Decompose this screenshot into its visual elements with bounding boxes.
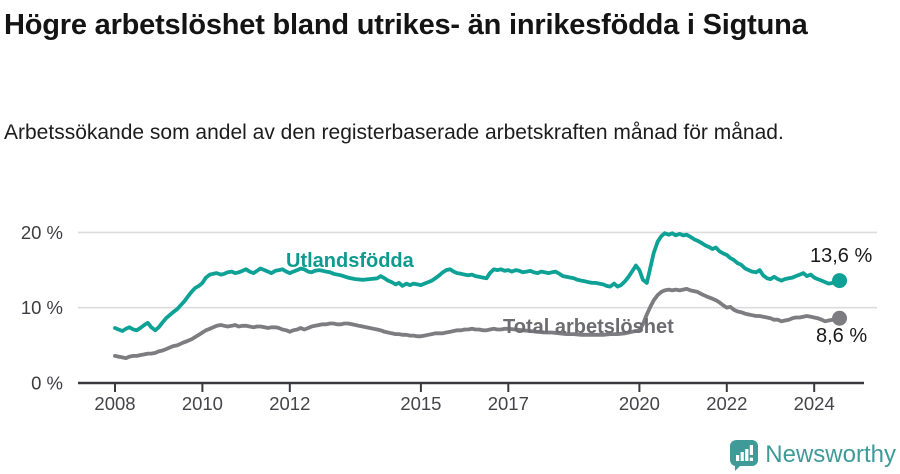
x-tick-label: 2012 [269, 393, 310, 414]
end-value-total-arbetsloshet: 8,6 % [816, 325, 868, 347]
series-end-dot-utlandsfodda [832, 273, 848, 289]
x-tick-label: 2022 [706, 393, 747, 414]
series-path-utlandsfodda [113, 231, 842, 333]
newsworthy-wordmark: Newsworthy [765, 441, 896, 468]
series-label-utlandsfodda: Utlandsfödda [286, 250, 414, 272]
y-tick-label: 0 % [31, 373, 63, 394]
newsworthy-brand: Newsworthy [729, 439, 896, 471]
chart-subtitle: Arbetssökande som andel av den registerb… [4, 121, 784, 144]
x-tick-label: 2017 [488, 393, 529, 414]
page-title: Högre arbetslöshet bland utrikes- än inr… [4, 9, 808, 41]
series-path-total [113, 287, 842, 361]
x-tick-label: 2020 [619, 393, 660, 414]
series-label-total-arbetsloshet: Total arbetslöshet [503, 316, 674, 338]
end-value-utlandsfodda: 13,6 % [810, 245, 873, 267]
x-tick-label: 2024 [794, 393, 835, 414]
series-end-dot-total [832, 310, 848, 326]
y-tick-label: 10 % [21, 297, 63, 318]
x-tick-label: 2008 [94, 393, 135, 414]
x-tick-label: 2010 [182, 393, 223, 414]
x-tick-label: 2015 [400, 393, 441, 414]
newsworthy-logo-icon [730, 440, 759, 471]
y-tick-label: 20 % [21, 222, 63, 243]
